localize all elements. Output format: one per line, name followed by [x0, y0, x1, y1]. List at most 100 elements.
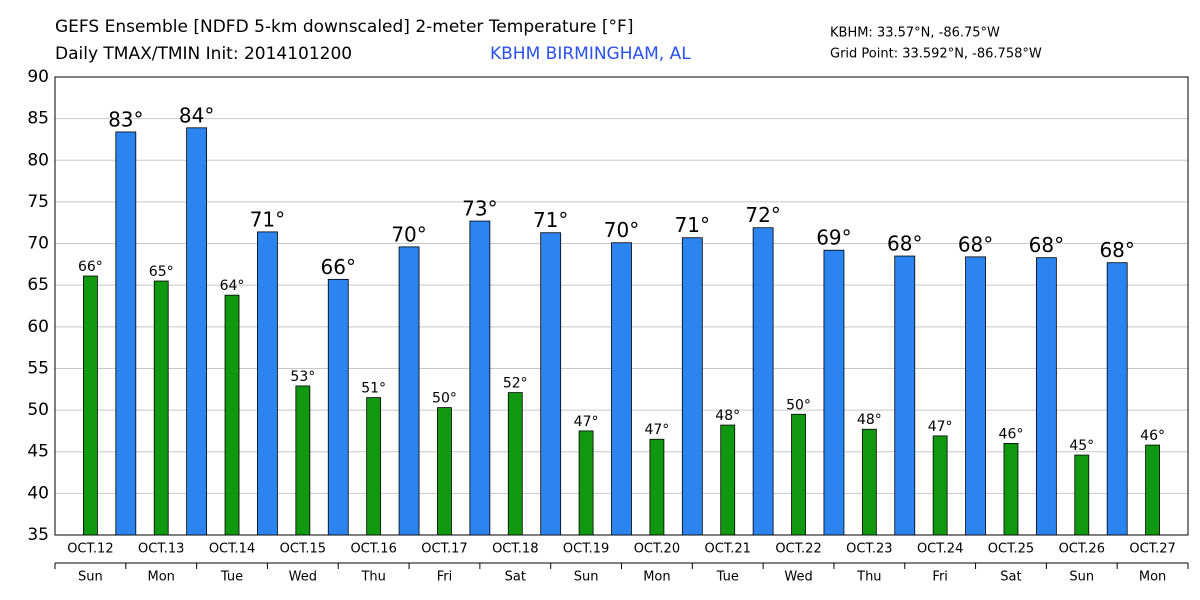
- weekday-label: Sun: [574, 570, 599, 585]
- value-label: 70°: [391, 222, 426, 246]
- y-tick-label: 60: [27, 317, 49, 337]
- y-tick-label: 45: [27, 442, 49, 462]
- value-label: 46°: [1140, 428, 1165, 444]
- bar: [932, 435, 948, 536]
- y-tick-label: 85: [27, 109, 49, 129]
- bar: [295, 385, 311, 536]
- weekday-label: Tue: [220, 570, 243, 585]
- weekday-label: Thu: [360, 570, 385, 585]
- bar: [611, 242, 632, 536]
- bar: [186, 127, 208, 536]
- bar: [257, 231, 278, 536]
- weekday-label: Fri: [932, 570, 948, 585]
- value-label: 46°: [999, 426, 1024, 442]
- bar: [115, 131, 137, 536]
- x-tick-label: OCT.18: [492, 542, 538, 557]
- value-label: 70°: [604, 218, 639, 242]
- station: KBHM: 33.57°N, -86.75°W: [830, 26, 1000, 41]
- value-label: 48°: [715, 408, 740, 424]
- weekday-label: Mon: [148, 570, 175, 585]
- y-tick-label: 70: [27, 234, 49, 254]
- x-tick-label: OCT.15: [280, 542, 326, 557]
- bar: [1035, 257, 1057, 536]
- y-tick-label: 55: [27, 358, 49, 378]
- value-label: 84°: [179, 103, 214, 127]
- weekday-label: Sat: [505, 570, 526, 585]
- weekday-label: Thu: [856, 570, 881, 585]
- value-label: 65°: [149, 264, 174, 280]
- weekday-label: Wed: [784, 570, 812, 585]
- value-label: 47°: [644, 422, 669, 438]
- value-label: 68°: [1029, 233, 1064, 257]
- x-tick-label: OCT.25: [988, 542, 1034, 557]
- value-label: 69°: [816, 226, 851, 250]
- weekday-label: Mon: [1139, 570, 1166, 585]
- bar: [1074, 454, 1090, 536]
- value-label: 66°: [78, 259, 103, 275]
- bar: [507, 392, 523, 536]
- value-label: 68°: [958, 232, 993, 256]
- value-label: 47°: [928, 419, 953, 435]
- weekday-label: Sun: [78, 570, 103, 585]
- x-tick-label: OCT.12: [67, 542, 113, 557]
- location: KBHM BIRMINGHAM, AL: [490, 44, 691, 64]
- weekday-label: Fri: [437, 570, 453, 585]
- x-tick-label: OCT.13: [138, 542, 184, 557]
- bar: [366, 397, 382, 536]
- bar: [1003, 442, 1019, 536]
- weekday-label: Tue: [716, 570, 739, 585]
- bar: [720, 424, 736, 536]
- value-label: 73°: [462, 197, 497, 221]
- bar: [1106, 262, 1128, 536]
- value-label: 64°: [220, 278, 245, 294]
- value-label: 68°: [1099, 238, 1134, 262]
- value-label: 83°: [108, 107, 143, 131]
- y-tick-label: 80: [27, 150, 49, 170]
- value-label: 66°: [321, 255, 356, 279]
- value-label: 50°: [786, 397, 811, 413]
- value-label: 71°: [533, 208, 568, 232]
- x-tick-label: OCT.14: [209, 542, 255, 557]
- value-label: 52°: [503, 376, 528, 392]
- bar: [578, 430, 594, 536]
- value-label: 48°: [857, 412, 882, 428]
- chart-subtitle: Daily TMAX/TMIN Init: 2014101200: [55, 44, 352, 64]
- y-tick-label: 90: [27, 67, 49, 87]
- bar: [224, 294, 240, 536]
- bar: [469, 220, 491, 536]
- weekday-label: Sun: [1069, 570, 1094, 585]
- value-label: 71°: [675, 213, 710, 237]
- y-tick-label: 40: [27, 483, 49, 503]
- bar: [791, 413, 806, 536]
- x-tick-label: OCT.19: [563, 542, 609, 557]
- weekday-label: Wed: [289, 570, 317, 585]
- bar: [681, 237, 703, 536]
- value-label: 53°: [290, 369, 315, 385]
- x-tick-label: OCT.27: [1129, 542, 1175, 557]
- chart-title: GEFS Ensemble [NDFD 5-km downscaled] 2-m…: [55, 17, 633, 37]
- x-tick-label: OCT.21: [705, 542, 751, 557]
- bar: [894, 255, 916, 536]
- value-label: 51°: [361, 381, 386, 397]
- bar: [437, 407, 452, 536]
- bar: [540, 232, 562, 536]
- x-tick-label: OCT.16: [350, 542, 396, 557]
- x-tick-label: OCT.20: [634, 542, 680, 557]
- bar: [861, 428, 877, 536]
- y-tick-label: 35: [27, 525, 49, 545]
- grid-point: Grid Point: 33.592°N, -86.758°W: [830, 47, 1042, 62]
- x-tick-label: OCT.26: [1059, 542, 1105, 557]
- x-tick-label: OCT.24: [917, 542, 963, 557]
- y-tick-label: 50: [27, 400, 49, 420]
- y-tick-label: 75: [27, 192, 49, 212]
- bar: [327, 278, 349, 536]
- bar: [153, 280, 169, 536]
- bar: [1145, 444, 1160, 536]
- y-tick-label: 65: [27, 275, 49, 295]
- bar: [398, 246, 420, 536]
- value-label: 45°: [1069, 438, 1094, 454]
- bar: [83, 275, 98, 536]
- bar: [965, 256, 986, 536]
- bar: [823, 249, 845, 536]
